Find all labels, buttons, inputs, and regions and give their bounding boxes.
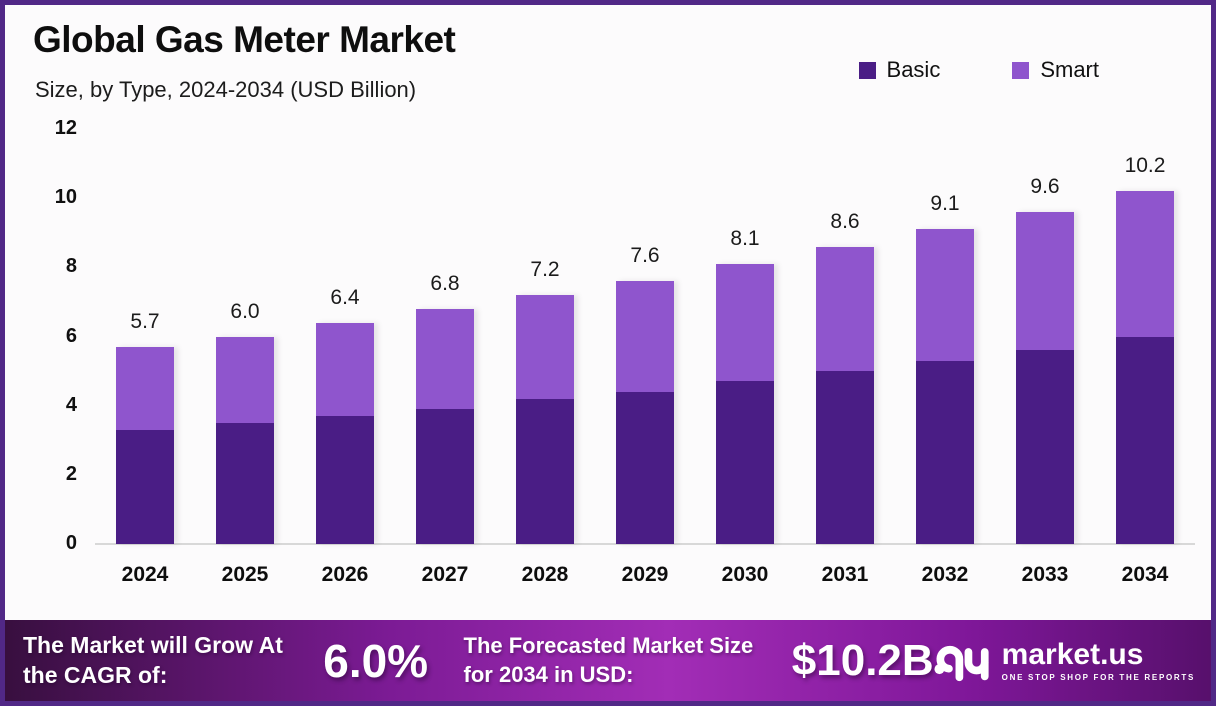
x-tick-label-2031: 2031 bbox=[821, 563, 869, 586]
brand-name: market.us bbox=[1001, 637, 1144, 671]
x-tick-label-2024: 2024 bbox=[121, 563, 169, 586]
bar-segment-basic-2027 bbox=[416, 409, 474, 544]
x-tick-label-2028: 2028 bbox=[521, 563, 569, 586]
bar-total-label-2034: 10.2 bbox=[1124, 154, 1166, 178]
x-tick-label-2027: 2027 bbox=[421, 563, 469, 586]
y-tick-label: 4 bbox=[65, 393, 77, 416]
cagr-label: The Market will Grow At the CAGR of: bbox=[23, 632, 283, 688]
x-tick-label-2026: 2026 bbox=[321, 563, 369, 586]
legend-label-basic: Basic bbox=[886, 57, 941, 82]
bar-2028 bbox=[516, 295, 574, 544]
bar-total-label-2030: 8.1 bbox=[730, 226, 760, 250]
brand-lockup: market.us ONE STOP SHOP FOR THE REPORTS bbox=[934, 637, 1195, 685]
footer-banner: The Market will Grow At the CAGR of: 6.0… bbox=[5, 620, 1211, 701]
bar-total-label-2024: 5.7 bbox=[130, 309, 160, 333]
bar-total-label-2028: 7.2 bbox=[530, 258, 560, 281]
bar-segment-basic-2026 bbox=[316, 416, 374, 544]
legend-item-smart: Smart bbox=[1012, 57, 1099, 83]
bar-segment-basic-2025 bbox=[216, 422, 274, 544]
x-tick-label-2034: 2034 bbox=[1121, 563, 1169, 586]
bar-segment-basic-2024 bbox=[116, 429, 174, 544]
y-tick-label: 10 bbox=[54, 186, 77, 209]
bar-segment-basic-2031 bbox=[816, 371, 874, 544]
bar-total-label-2029: 7.6 bbox=[630, 244, 660, 268]
x-tick-label-2025: 2025 bbox=[221, 563, 269, 586]
x-axis: 2024 2025 2026 2027 2028 2029 2030 2031 2032 2033… bbox=[95, 543, 1195, 593]
legend-item-basic: Basic bbox=[858, 57, 941, 83]
y-tick-label: 0 bbox=[65, 532, 77, 554]
x-tick-label-2029: 2029 bbox=[621, 563, 669, 586]
bar-total-label-2031: 8.6 bbox=[830, 209, 860, 233]
legend-swatch-basic-icon bbox=[858, 61, 876, 79]
bar-2030 bbox=[716, 263, 774, 544]
brand-text: market.us ONE STOP SHOP FOR THE REPORTS bbox=[1001, 637, 1195, 682]
bar-segment-basic-2028 bbox=[516, 398, 574, 544]
y-tick-label: 12 bbox=[54, 117, 77, 139]
brand-tagline: ONE STOP SHOP FOR THE REPORTS bbox=[1001, 672, 1195, 682]
chart-legend: Basic Smart bbox=[858, 57, 1099, 83]
bar-segment-basic-2034 bbox=[1116, 336, 1174, 544]
bar-2032 bbox=[916, 229, 974, 544]
legend-label-smart: Smart bbox=[1040, 57, 1099, 82]
y-tick-label: 8 bbox=[65, 255, 77, 278]
page-title: Global Gas Meter Market bbox=[33, 19, 456, 60]
market-us-logo-icon bbox=[934, 645, 989, 681]
x-tick-label-2030: 2030 bbox=[721, 563, 769, 586]
x-tick-label-2033: 2033 bbox=[1021, 563, 1069, 586]
bar-2033 bbox=[1016, 212, 1074, 544]
bar-2025 bbox=[216, 336, 274, 544]
bar-total-label-2027: 6.8 bbox=[430, 271, 460, 295]
bar-2034 bbox=[1116, 191, 1174, 544]
bar-segment-basic-2029 bbox=[616, 391, 674, 544]
forecast-value: $10.2B bbox=[791, 635, 934, 685]
bar-2024 bbox=[116, 346, 174, 544]
y-tick-label: 2 bbox=[65, 462, 77, 485]
bar-total-label-2026: 6.4 bbox=[330, 285, 360, 309]
x-tick-label-2032: 2032 bbox=[921, 563, 969, 586]
bar-2026 bbox=[316, 322, 374, 544]
forecast-label: The Forecasted Market Size for 2034 in U… bbox=[463, 632, 754, 687]
cagr-value: 6.0% bbox=[323, 634, 429, 687]
y-axis: 0 2 4 6 8 10 12 bbox=[25, 117, 77, 554]
bar-segment-basic-2033 bbox=[1016, 350, 1074, 544]
bars-layer: 5.7 6.0 6.4 6.8 7.2 7.6 8.1 8.6 9.1 9.6 10.2 bbox=[95, 130, 1195, 544]
bar-2031 bbox=[816, 246, 874, 544]
legend-swatch-smart-icon bbox=[1012, 61, 1030, 79]
bar-2027 bbox=[416, 308, 474, 544]
bar-total-label-2025: 6.0 bbox=[230, 299, 260, 323]
chart-subtitle: Size, by Type, 2024-2034 (USD Billion) bbox=[35, 77, 417, 102]
bar-total-label-2033: 9.6 bbox=[1030, 175, 1060, 198]
bar-segment-basic-2032 bbox=[916, 360, 974, 544]
bar-chart: 0 2 4 6 8 10 12 5.7 6.0 6.4 6.8 7.2 7.6 8.1 8.6 9.1 9.6… bbox=[55, 117, 1195, 586]
bar-total-label-2032: 9.1 bbox=[930, 192, 960, 216]
y-tick-label: 6 bbox=[65, 324, 77, 347]
bar-2029 bbox=[616, 281, 674, 544]
bar-segment-basic-2030 bbox=[716, 381, 774, 544]
